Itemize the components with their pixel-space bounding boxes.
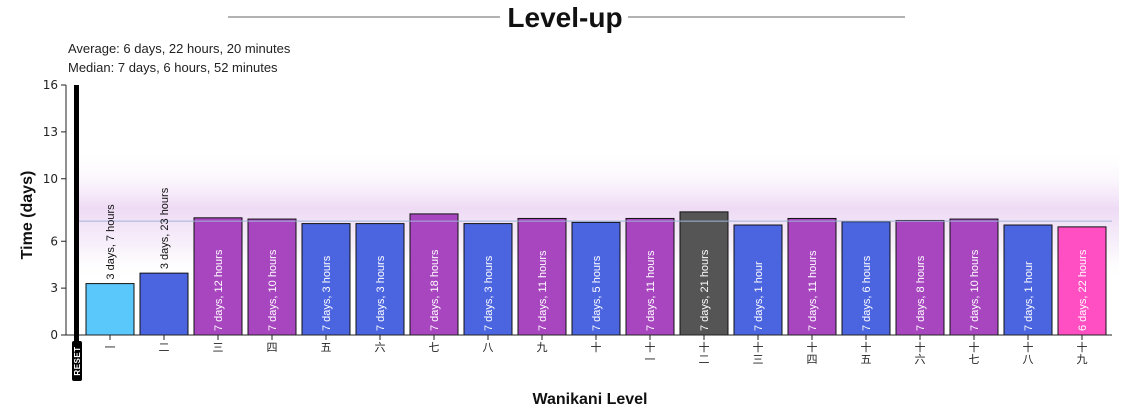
x-category-label: 二 bbox=[159, 341, 170, 354]
x-category-label: 十七 bbox=[969, 340, 980, 366]
x-category-label: 六 bbox=[375, 341, 386, 354]
y-axis-title: Time (days) bbox=[19, 171, 36, 260]
bar-value-label: 7 days, 5 hours bbox=[591, 255, 603, 331]
bar[interactable] bbox=[517, 217, 567, 336]
bar-value-label: 7 days, 3 hours bbox=[483, 255, 495, 331]
bar-value-label: 7 days, 10 hours bbox=[969, 249, 981, 331]
bar[interactable] bbox=[787, 217, 837, 336]
y-tick-label: 16 bbox=[43, 78, 58, 92]
bar-value-label: 3 days, 7 hours bbox=[105, 204, 117, 280]
bar-value-label: 7 days, 1 hour bbox=[753, 261, 765, 331]
bar-value-label: 7 days, 1 hour bbox=[1023, 261, 1035, 331]
x-category-label: 五 bbox=[321, 341, 332, 354]
bar-value-label: 7 days, 10 hours bbox=[267, 249, 279, 331]
x-category-label: 十二 bbox=[699, 340, 710, 366]
x-category-label: 十九 bbox=[1077, 340, 1088, 366]
bar-value-label: 7 days, 6 hours bbox=[861, 255, 873, 331]
bar-value-label: 6 days, 22 hours bbox=[1077, 249, 1089, 331]
x-axis-title: Wanikani Level bbox=[533, 391, 648, 408]
bar[interactable] bbox=[733, 224, 783, 336]
bar[interactable] bbox=[571, 221, 621, 336]
bar-value-label: 7 days, 3 hours bbox=[321, 255, 333, 331]
bars bbox=[85, 211, 1107, 336]
bar[interactable] bbox=[463, 223, 513, 336]
x-category-label: 十六 bbox=[915, 340, 926, 366]
bar-value-label: 7 days, 3 hours bbox=[375, 255, 387, 331]
average-text: Average: 6 days, 22 hours, 20 minutes bbox=[68, 41, 291, 56]
bar[interactable] bbox=[679, 211, 729, 336]
bar[interactable] bbox=[409, 213, 459, 336]
x-category-label: 三 bbox=[213, 341, 224, 354]
bar-labels: 3 days, 7 hours 3 days, 23 hours 7 days, 1… bbox=[105, 187, 1089, 331]
bar[interactable] bbox=[193, 217, 243, 336]
bar-value-label: 7 days, 11 hours bbox=[645, 250, 657, 331]
reset-slider[interactable]: RESET bbox=[72, 85, 82, 381]
bar[interactable] bbox=[841, 221, 891, 336]
bar[interactable] bbox=[139, 272, 189, 336]
bar-value-label: 7 days, 8 hours bbox=[915, 255, 927, 331]
category-labels: 一 二 三 四 五 六 七 八 九 十 十一 十二 十三 十四 十五 十六 十七 十八 十九 bbox=[105, 335, 1088, 366]
bar-value-label: 3 days, 23 hours bbox=[159, 187, 171, 269]
y-tick-label: 0 bbox=[50, 328, 58, 342]
x-category-label: 十 bbox=[591, 340, 602, 354]
bar-value-label: 7 days, 12 hours bbox=[213, 249, 225, 331]
bar-value-label: 7 days, 21 hours bbox=[699, 249, 711, 331]
reset-slider-track[interactable] bbox=[74, 85, 79, 343]
bar[interactable] bbox=[85, 283, 135, 336]
reset-button[interactable] bbox=[72, 341, 82, 381]
x-category-label: 七 bbox=[429, 341, 440, 354]
y-tick-label: 10 bbox=[43, 172, 58, 186]
x-category-label: 十八 bbox=[1023, 340, 1034, 366]
median-text: Median: 7 days, 6 hours, 52 minutes bbox=[68, 60, 278, 75]
bar[interactable] bbox=[1057, 226, 1107, 336]
y-tick-label: 6 bbox=[50, 234, 58, 248]
x-category-label: 四 bbox=[267, 341, 278, 354]
x-category-label: 十四 bbox=[807, 340, 818, 366]
x-category-label: 十五 bbox=[861, 340, 872, 366]
x-category-label: 一 bbox=[105, 341, 116, 354]
y-tick-label: 13 bbox=[43, 125, 58, 139]
bar[interactable] bbox=[949, 218, 999, 336]
reset-label: RESET bbox=[73, 346, 82, 375]
x-category-label: 八 bbox=[483, 341, 494, 354]
bar[interactable] bbox=[301, 223, 351, 336]
y-tick-label: 3 bbox=[50, 281, 58, 295]
bar[interactable] bbox=[1003, 224, 1053, 336]
bar[interactable] bbox=[247, 218, 297, 336]
bar-value-label: 7 days, 18 hours bbox=[429, 249, 441, 331]
bar-value-label: 7 days, 11 hours bbox=[537, 250, 549, 331]
x-category-label: 九 bbox=[537, 341, 548, 354]
bar[interactable] bbox=[355, 223, 405, 336]
bar[interactable] bbox=[625, 217, 675, 336]
x-category-label: 十一 bbox=[645, 340, 656, 366]
bar[interactable] bbox=[895, 219, 945, 336]
x-category-label: 十三 bbox=[753, 340, 764, 366]
chart-title: Level-up bbox=[507, 2, 622, 33]
bar-value-label: 7 days, 11 hours bbox=[807, 250, 819, 331]
y-axis-ticks: 0 3 6 10 13 16 bbox=[43, 78, 66, 342]
